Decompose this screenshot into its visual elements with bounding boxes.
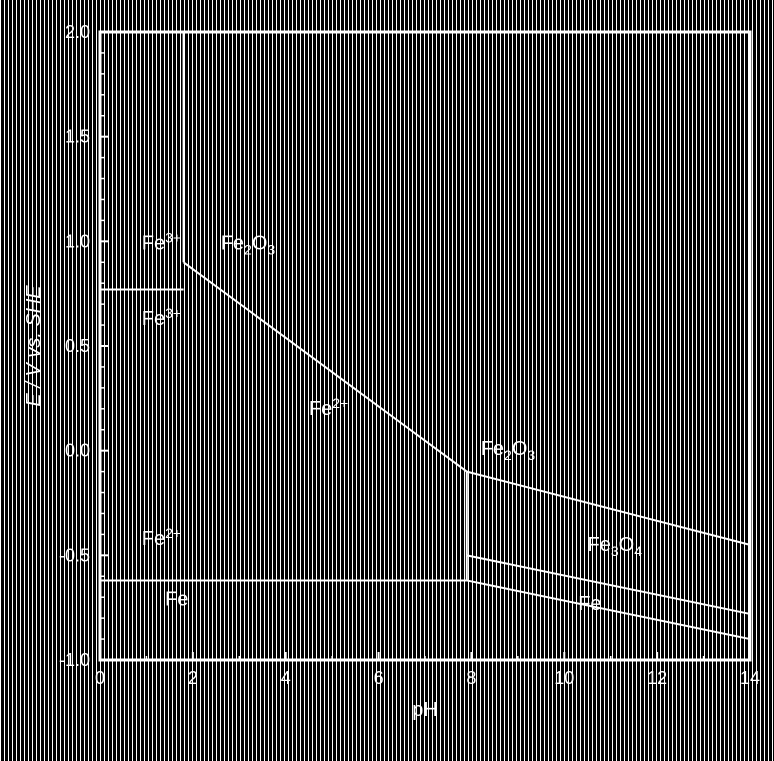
y-tick-label: 1.0 [65, 231, 90, 251]
x-tick-label: 12 [647, 668, 667, 688]
x-axis-label: pH [412, 699, 438, 721]
region-label-0: Fe3+ [142, 230, 181, 255]
boundary-fe3o4-lower [467, 555, 750, 614]
x-tick-label: 14 [740, 668, 760, 688]
x-tick-label: 0 [95, 668, 105, 688]
y-axis-label: E / V vs. SHE [23, 285, 45, 407]
x-tick-label: 10 [554, 668, 574, 688]
region-label-3: Fe2+ [309, 395, 348, 420]
y-tick-label: -1.0 [59, 650, 90, 670]
y-tick-label: 1.5 [65, 127, 90, 147]
x-tick-label: 4 [281, 668, 291, 688]
pourbaix-plot: 0 2 4 6 8 10 12 14 pH -1.0 -0.5 0.0 0.5 1.0 1.5 2.0 E / … [0, 0, 774, 761]
x-tick-label: 6 [374, 668, 384, 688]
y-tick-label: 0.0 [65, 441, 90, 461]
x-tick-label: 2 [188, 668, 198, 688]
region-label-2: Fe3+ [142, 305, 181, 330]
y-tick-label: -0.5 [59, 545, 90, 565]
plot-frame [100, 32, 750, 660]
region-label-5: Fe2+ [142, 525, 181, 550]
boundary-fe2o3-fe2-slope [184, 262, 467, 471]
y-tick-label: 2.0 [65, 22, 90, 42]
region-label-4: Fe2O3 [481, 438, 536, 463]
region-label-7: Fe [165, 589, 188, 611]
region-label-6: Fe3O4 [588, 534, 643, 559]
region-label-8: Fe [578, 593, 601, 615]
region-label-1: Fe2O3 [221, 233, 276, 258]
boundary-fe3o4-fe-slope [467, 580, 750, 639]
y-tick-label: 0.5 [65, 336, 90, 356]
x-tick-label: 8 [466, 668, 476, 688]
